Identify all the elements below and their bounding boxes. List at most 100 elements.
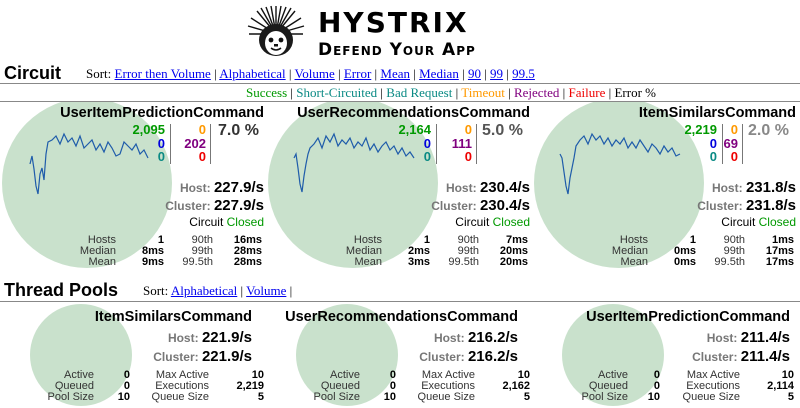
pool-sort-alphabetical[interactable]: Alphabetical bbox=[170, 283, 238, 298]
rejected-count: 111 bbox=[451, 136, 472, 151]
error-percentage: 7.0 % bbox=[218, 122, 259, 139]
mean-label: Mean bbox=[620, 256, 648, 268]
sort-error-then-volume[interactable]: Error then Volume bbox=[114, 66, 211, 81]
host-rate-row: Host: 230.4/s bbox=[446, 179, 530, 196]
sort-error[interactable]: Error bbox=[343, 66, 372, 81]
success-count: 2,164 bbox=[398, 122, 431, 137]
median-value: 0ms bbox=[673, 245, 696, 257]
pool-size-value: 10 bbox=[117, 391, 130, 403]
cluster-rate: 216.2/s bbox=[467, 348, 518, 365]
bad-request-count: 0 bbox=[423, 149, 431, 164]
active-label: Active bbox=[598, 369, 628, 381]
circuit-health-circle bbox=[268, 102, 438, 268]
p90-value: 1ms bbox=[771, 234, 794, 246]
cluster-rate: 231.8/s bbox=[745, 197, 796, 214]
host-label: Host: bbox=[433, 331, 465, 345]
sort-mean[interactable]: Mean bbox=[380, 66, 410, 81]
timeout-count: 0 bbox=[198, 122, 206, 137]
hosts-label: Hosts bbox=[353, 234, 382, 246]
command-name: UserItemPredictionCommand bbox=[60, 105, 264, 121]
host-rate-row: Host: 211.4/s bbox=[707, 329, 790, 346]
max-active-label: Max Active bbox=[421, 369, 475, 381]
max-active-value: 10 bbox=[781, 369, 794, 381]
short-circuited-count: 0 bbox=[709, 136, 717, 151]
circuit-card: UserRecommendationsCommand 2,164 0 0 0 1… bbox=[266, 102, 534, 272]
queue-size-value: 5 bbox=[523, 391, 530, 403]
sort-alphabetical[interactable]: Alphabetical bbox=[219, 66, 286, 81]
p99-label: 99th bbox=[457, 245, 479, 257]
sort-99[interactable]: 99 bbox=[490, 66, 504, 81]
legend-bad-request: Bad Request bbox=[386, 85, 453, 100]
thread-pool-card: ItemSimilarsCommand Host: 221.9/s Cluste… bbox=[0, 302, 266, 408]
queued-value: 0 bbox=[653, 380, 660, 392]
host-rate: 231.8/s bbox=[745, 179, 796, 196]
queue-size-value: 5 bbox=[787, 391, 794, 403]
rate-sparkline bbox=[293, 132, 415, 193]
circuit-status-row: Circuit Closed bbox=[455, 215, 530, 229]
p995-label: 99.5th bbox=[448, 256, 479, 268]
circuit-label: Circuit bbox=[189, 215, 224, 229]
legend-error-pct: Error % bbox=[614, 85, 656, 100]
mean-value: 9ms bbox=[141, 256, 164, 268]
app-subtitle: Defend Your App bbox=[318, 40, 476, 60]
pool-health-circle bbox=[296, 304, 398, 406]
sort-volume[interactable]: Volume bbox=[294, 66, 335, 81]
max-active-label: Max Active bbox=[155, 369, 209, 381]
queue-size-value: 5 bbox=[257, 391, 264, 403]
max-active-value: 10 bbox=[517, 369, 530, 381]
pool-size-label: Pool Size bbox=[581, 391, 628, 403]
executions-value: 2,162 bbox=[502, 380, 530, 392]
pool-size-label: Pool Size bbox=[313, 391, 360, 403]
thread-pools-section-title: Thread Pools bbox=[4, 280, 119, 300]
failure-count: 0 bbox=[730, 149, 738, 164]
p995-label: 99.5th bbox=[182, 256, 213, 268]
mean-value: 3ms bbox=[407, 256, 430, 268]
queue-size-label: Queue Size bbox=[417, 391, 475, 403]
pool-name: UserItemPredictionCommand bbox=[586, 309, 790, 325]
legend-success: Success bbox=[246, 85, 288, 100]
count-divider bbox=[436, 124, 437, 164]
sort-99-5[interactable]: 99.5 bbox=[512, 66, 535, 81]
thread-pool-card: UserItemPredictionCommand Host: 211.4/s … bbox=[532, 302, 800, 408]
command-name: UserRecommendationsCommand bbox=[297, 105, 530, 121]
p90-label: 90th bbox=[723, 234, 745, 246]
sort-90[interactable]: 90 bbox=[467, 66, 481, 81]
cluster-label: Cluster: bbox=[431, 199, 477, 213]
circuit-legend: Success | Short-Circuited | Bad Request … bbox=[246, 85, 656, 100]
host-label: Host: bbox=[711, 181, 743, 195]
cluster-label: Cluster: bbox=[419, 350, 465, 364]
success-count: 2,095 bbox=[132, 122, 165, 137]
circuit-health-circle bbox=[534, 102, 704, 268]
cluster-rate: 211.4/s bbox=[740, 348, 790, 365]
hystrix-porcupine-logo bbox=[247, 5, 305, 56]
rate-sparkline bbox=[29, 132, 149, 195]
p995-value: 28ms bbox=[233, 256, 262, 268]
p995-value: 20ms bbox=[499, 256, 528, 268]
pool-sort-volume[interactable]: Volume bbox=[246, 283, 287, 298]
hosts-value: 1 bbox=[689, 234, 696, 246]
sort-label: Sort: bbox=[86, 66, 112, 81]
cluster-rate-row: Cluster: 216.2/s bbox=[419, 348, 518, 365]
active-label: Active bbox=[330, 369, 360, 381]
error-percentage: 2.0 % bbox=[748, 122, 789, 139]
cluster-label: Cluster: bbox=[165, 199, 211, 213]
sort-median[interactable]: Median bbox=[419, 66, 459, 81]
bad-request-count: 0 bbox=[709, 149, 717, 164]
pool-health-circle bbox=[30, 304, 132, 406]
queued-value: 0 bbox=[389, 380, 396, 392]
thread-pools-sort-bar: Sort: Alphabetical | Volume | bbox=[143, 283, 293, 298]
circuit-card: ItemSimilarsCommand 2,219 0 0 0 69 0 2.0… bbox=[532, 102, 800, 272]
legend-failure: Failure bbox=[568, 85, 606, 100]
logo bbox=[246, 4, 306, 62]
host-label: Host: bbox=[179, 181, 211, 195]
hosts-label: Hosts bbox=[87, 234, 116, 246]
circuit-header-divider bbox=[0, 83, 800, 84]
failure-count: 0 bbox=[464, 149, 472, 164]
active-value: 0 bbox=[653, 369, 660, 381]
p99-value: 20ms bbox=[499, 245, 528, 257]
rejected-count: 69 bbox=[723, 136, 738, 151]
hosts-value: 1 bbox=[157, 234, 164, 246]
success-count: 2,219 bbox=[684, 122, 717, 137]
host-rate: 227.9/s bbox=[213, 179, 264, 196]
active-value: 0 bbox=[123, 369, 130, 381]
